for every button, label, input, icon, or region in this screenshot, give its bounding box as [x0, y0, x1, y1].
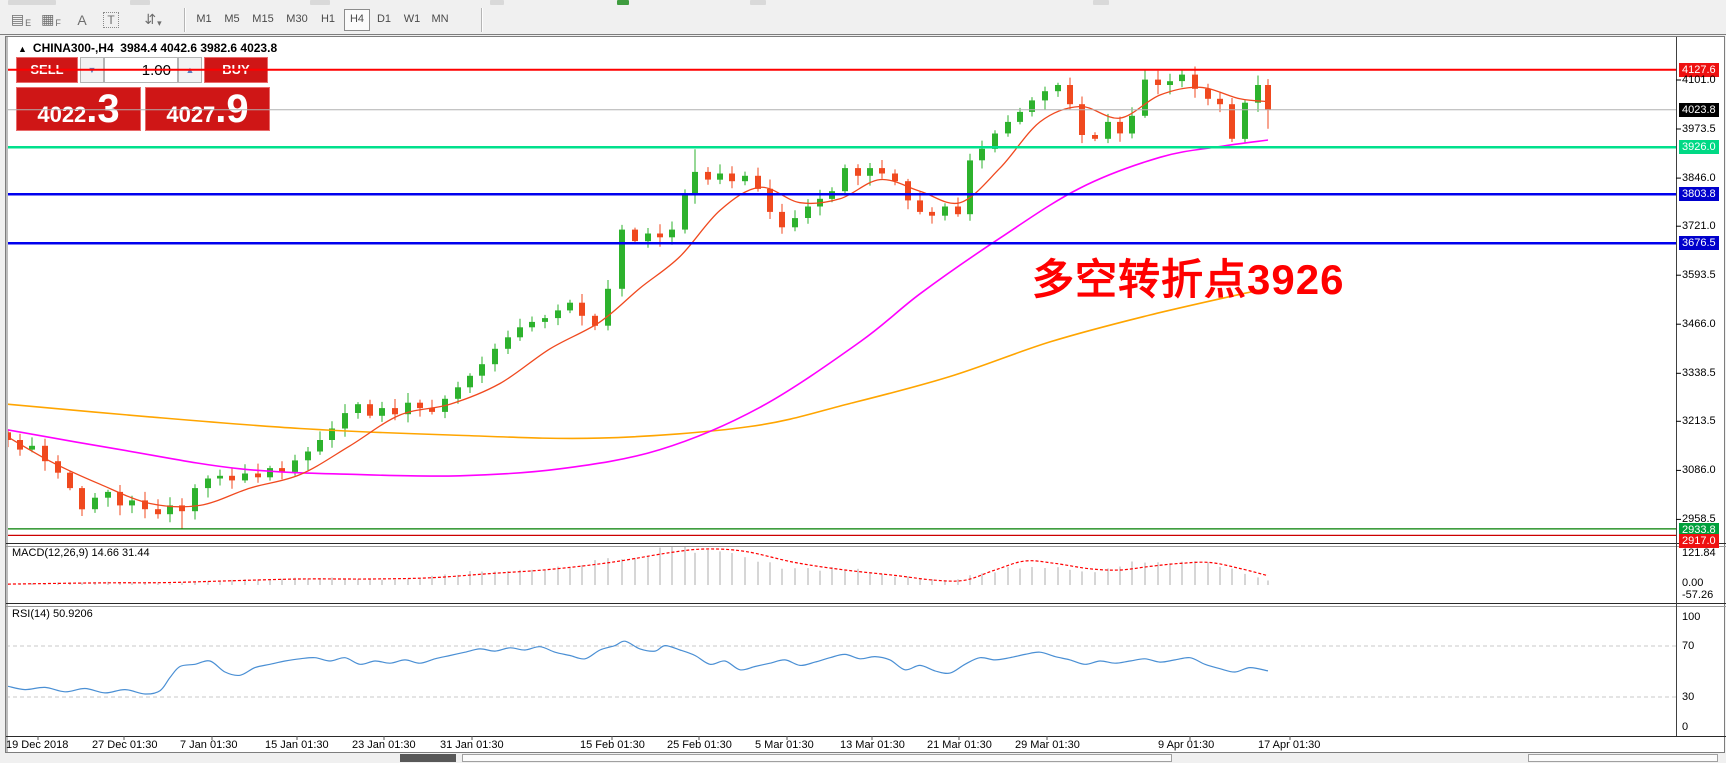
- price-badge: 2933.8: [1679, 523, 1719, 537]
- clipped-toolbar-row: [0, 0, 1726, 6]
- tf-W1[interactable]: W1: [403, 13, 421, 25]
- time-axis-label: 9 Apr 01:30: [1158, 739, 1215, 751]
- time-axis-label: 21 Mar 01:30: [927, 739, 992, 751]
- symbol-timeframe-label: CHINA300-,H4: [32, 41, 114, 55]
- tf-M1[interactable]: M1: [196, 13, 212, 25]
- price-tick-label: 3593.5: [1682, 269, 1716, 281]
- price-tick-label: 2958.5: [1682, 513, 1716, 525]
- clipped-icon: [130, 0, 150, 5]
- text-tool-icon[interactable]: T: [98, 7, 124, 32]
- rsi-axis-label: 100: [1682, 611, 1701, 623]
- chart-toolbar: ▤ E ▦ F A T ⇵ ▾ M1 M5 M15 M30 H1 H4 D1 W1 MN: [0, 6, 1726, 35]
- price-tick-label: 3338.5: [1682, 367, 1716, 379]
- price-tick-label: 3213.5: [1682, 415, 1716, 427]
- rsi-axis-label: 30: [1682, 691, 1695, 703]
- time-axis-label: 5 Mar 01:30: [755, 739, 814, 751]
- price-tick-label: 3721.0: [1682, 220, 1716, 232]
- rsi-axis-label: 70: [1682, 640, 1695, 652]
- price-badge: 3926.0: [1679, 140, 1719, 154]
- buy-price-display[interactable]: 4027 .9: [145, 87, 270, 131]
- ohlc-values: 3984.4 4042.6 3982.6 4023.8: [120, 41, 278, 55]
- tf-M5[interactable]: M5: [224, 13, 240, 25]
- price-badge: 3676.5: [1679, 236, 1719, 250]
- price-badge: 3803.8: [1679, 187, 1719, 201]
- price-tick-label: 3466.0: [1682, 318, 1716, 330]
- time-axis-label: 29 Mar 01:30: [1015, 739, 1080, 751]
- sell-price-display[interactable]: 4022 .3: [16, 87, 141, 131]
- grid-f-icon[interactable]: ▦ F: [41, 11, 61, 28]
- price-badge: 2917.0: [1679, 534, 1719, 548]
- time-axis-label: 7 Jan 01:30: [180, 739, 238, 751]
- tf-M15[interactable]: M15: [252, 13, 274, 25]
- experts-icon[interactable]: ▤ E: [10, 11, 32, 28]
- chart-tab[interactable]: [1528, 754, 1718, 762]
- tf-H1[interactable]: H1: [320, 13, 336, 25]
- tf-MN[interactable]: MN: [431, 13, 449, 25]
- tf-H4[interactable]: H4: [344, 9, 370, 31]
- price-badge: 4127.6: [1679, 63, 1719, 77]
- time-axis-label: 15 Feb 01:30: [580, 739, 645, 751]
- chart-annotation-text: 多空转折点3926: [1032, 256, 1345, 303]
- price-tick-label: 3846.0: [1682, 172, 1716, 184]
- sell-price-frac: .3: [86, 87, 120, 131]
- clipped-icon: [8, 0, 56, 5]
- time-axis-label: 27 Dec 01:30: [92, 739, 158, 751]
- chart-window[interactable]: ▲ CHINA300-,H4 3984.4 4042.6 3982.6 4023.…: [5, 36, 1725, 753]
- clipped-icon: [310, 0, 330, 5]
- arrange-objects-icon[interactable]: ⇵ ▾: [144, 11, 162, 28]
- font-tool-icon[interactable]: A: [77, 11, 87, 28]
- tf-D1[interactable]: D1: [376, 13, 392, 25]
- sell-price-int: 4022: [37, 102, 87, 127]
- time-axis-label: 19 Dec 2018: [6, 739, 69, 751]
- collapse-panel-icon[interactable]: ▲: [18, 44, 27, 54]
- time-axis-label: 23 Jan 01:30: [352, 739, 416, 751]
- toolbar-separator: [184, 8, 186, 32]
- macd-indicator-label: MACD(12,26,9) 14.66 31.44: [12, 547, 150, 559]
- macd-axis-label: 0.00: [1682, 577, 1704, 589]
- price-tick-label: 3973.5: [1682, 123, 1716, 135]
- chart-header: ▲ CHINA300-,H4 3984.4 4042.6 3982.6 4023.…: [18, 41, 277, 55]
- time-axis-label: 25 Feb 01:30: [667, 739, 732, 751]
- price-tick-label: 4101.0: [1682, 74, 1716, 86]
- time-axis-label: 13 Mar 01:30: [840, 739, 905, 751]
- tf-M30[interactable]: M30: [286, 13, 308, 25]
- buy-price-frac: .9: [215, 87, 249, 131]
- rsi-axis-label: 0: [1682, 721, 1689, 733]
- macd-axis-label: 121.84: [1682, 547, 1716, 559]
- buy-price-int: 4027: [166, 102, 216, 127]
- rsi-indicator-label: RSI(14) 50.9206: [12, 608, 93, 620]
- clipped-icon: [490, 0, 504, 5]
- macd-axis-label: -57.26: [1682, 589, 1714, 601]
- clipped-icon: [1093, 0, 1109, 5]
- chart-tab[interactable]: [400, 754, 456, 762]
- clipped-icon: [617, 0, 629, 5]
- bottom-tab-strip: [0, 753, 1726, 763]
- time-axis-label: 17 Apr 01:30: [1258, 739, 1321, 751]
- chart-tab[interactable]: [462, 754, 1172, 762]
- price-tick-label: 3086.0: [1682, 464, 1716, 476]
- clipped-icon: [750, 0, 766, 5]
- time-axis-label: 15 Jan 01:30: [265, 739, 329, 751]
- price-badge: 4023.8: [1679, 103, 1719, 117]
- toolbar-separator: [481, 8, 483, 32]
- time-axis-label: 31 Jan 01:30: [440, 739, 504, 751]
